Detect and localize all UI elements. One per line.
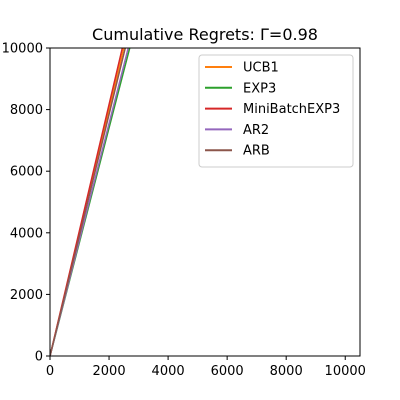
- legend-label-minibatchexp3: MiniBatchEXP3: [243, 102, 340, 117]
- series-line-arb: [50, 48, 127, 356]
- x-tick-label: 0: [46, 364, 54, 379]
- x-tick-label: 6000: [211, 364, 244, 379]
- legend-label-ucb1: UCB1: [243, 61, 279, 76]
- legend-box: [198, 54, 354, 168]
- x-tick-label: 2000: [93, 364, 126, 379]
- y-tick-label: 6000: [10, 165, 43, 180]
- y-tick-label: 8000: [10, 103, 43, 118]
- plot-frame: [49, 47, 361, 357]
- x-tick-label: 8000: [270, 364, 303, 379]
- y-tick-label: 10000: [2, 42, 43, 57]
- legend: UCB1 EXP3 MiniBatchEXP3 AR2 ARB: [198, 54, 354, 168]
- y-tick-label: 0: [35, 350, 43, 365]
- legend-label-ar2: AR2: [243, 123, 269, 138]
- x-tick-label: 4000: [152, 364, 185, 379]
- y-tick-label: 2000: [10, 288, 43, 303]
- legend-label-exp3: EXP3: [243, 81, 276, 96]
- chart-title: Cumulative Regrets: Γ=0.98: [92, 25, 318, 44]
- x-tick-label: 10000: [325, 364, 366, 379]
- y-tick-label: 4000: [10, 226, 43, 241]
- legend-label-arb: ARB: [243, 144, 270, 159]
